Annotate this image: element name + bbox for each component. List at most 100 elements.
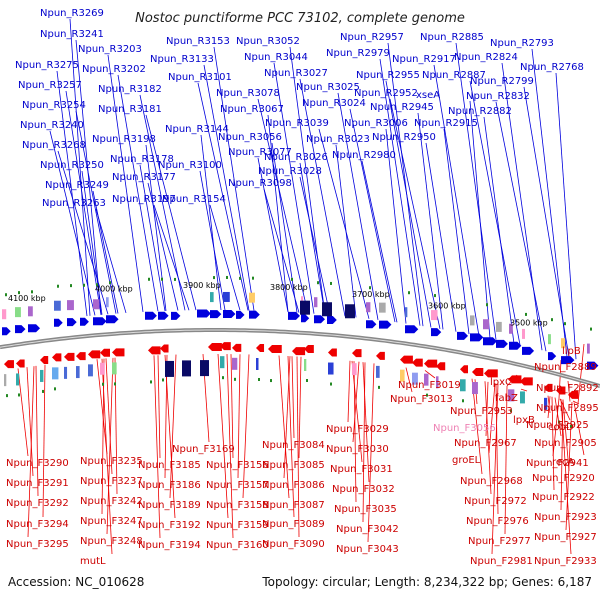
reverse-gene-label: Npun_F2977 [468,536,531,547]
reverse-feature-block [200,360,209,377]
reverse-connector [353,361,357,503]
forward-gene-label: Npun_R3101 [168,72,232,83]
reverse-gene-label: Npun_F3247 [80,516,143,527]
forward-gene-label: Npun_R3100 [158,160,222,171]
reverse-connector [471,378,483,475]
forward-gene-annotation [366,302,371,313]
reverse-gene-annotation [400,369,405,382]
forward-connector [299,78,346,317]
reverse-gene-label: Npun_F3087 [262,500,325,511]
reverse-gene-marker [222,376,224,380]
reverse-connector [242,354,250,499]
forward-gene-annotation [67,300,74,311]
reverse-gene-arrow [76,352,86,361]
reverse-gene-label: Npun_F2892 [536,383,599,394]
reverse-gene-label: Npun_F3235 [80,456,143,467]
forward-gene-label: Npun_R2955 [356,70,420,81]
reverse-gene-annotation [544,397,548,410]
forward-gene-label: Npun_R2980 [332,150,396,161]
forward-gene-arrow [288,311,300,320]
forward-connector [75,39,102,315]
forward-gene-marker [109,281,111,285]
forward-gene-label: Npun_R3144 [165,124,229,135]
forward-connector [81,170,103,315]
forward-gene-arrow [223,309,236,318]
forward-gene-arrow [236,310,245,319]
forward-gene-label: Npun_R3241 [40,29,104,40]
reverse-gene-label: Npun_F2889 [534,362,597,373]
reverse-gene-label: Npun_F2933 [534,556,597,567]
forward-connector [455,42,497,340]
forward-gene-annotation [561,338,565,349]
reverse-gene-label: groEL [452,455,481,466]
reverse-connector [559,398,571,421]
kbp-label: 3800 kbp [270,283,308,292]
forward-gene-annotation [223,291,230,302]
reverse-connector [26,367,34,477]
reverse-gene-label: Npun_F3160 [206,540,269,551]
reverse-gene-marker [42,389,44,393]
reverse-connector [485,381,489,437]
forward-connector [145,144,167,311]
reverse-gene-label: recA [552,457,575,468]
forward-connector [273,62,315,314]
forward-connector [361,160,398,323]
kbp-label: 3500 kbp [510,318,548,327]
forward-gene-marker [57,284,59,288]
reverse-gene-label: Npun_F3295 [6,539,69,550]
reverse-gene-annotation [16,373,20,386]
forward-connector [299,162,326,315]
forward-gene-label: Npun_R2768 [520,62,584,73]
reverse-gene-annotation [352,363,357,376]
forward-gene-label: Npun_R3023 [306,134,370,145]
forward-gene-label: Npun_R3098 [228,178,292,189]
forward-gene-annotation [93,299,100,310]
reverse-gene-arrow [424,359,438,368]
forward-gene-label: Npun_R2885 [420,32,484,43]
forward-gene-arrow [483,337,497,346]
reverse-connector [164,354,176,519]
forward-gene-label: Npun_R2915 [414,118,478,129]
forward-gene-label: Npun_R3028 [258,166,322,177]
reverse-gene-label: Npun_F3157 [206,480,269,491]
reverse-gene-label: Npun_F3090 [262,539,325,550]
forward-gene-marker [213,276,215,280]
forward-connector [107,54,144,312]
reverse-gene-marker [150,380,152,384]
connector-lines [17,18,585,555]
forward-connector [139,164,166,311]
forward-connector [257,98,309,314]
forward-connector [49,130,96,316]
forward-gene-label: Npun_R2887 [422,70,486,81]
forward-gene-annotation [496,321,502,332]
forward-gene-arrow [431,328,442,337]
reverse-connector [551,396,555,491]
reverse-gene-label: Npun_F3292 [6,498,69,509]
reverse-connector [27,366,35,538]
reverse-gene-label: Npun_F3019 [398,380,461,391]
forward-gene-arrow [80,317,89,326]
forward-connector [501,62,543,351]
forward-gene-annotation [522,328,526,339]
reverse-gene-label: Npun_F3242 [80,496,143,507]
reverse-gene-annotation [460,379,466,392]
forward-connector [469,100,491,339]
reverse-connector [362,362,370,483]
reverse-gene-label: Npun_F3086 [262,480,325,491]
reverse-gene-arrow [568,390,579,399]
reverse-gene-label: Npun_F3169 [172,444,235,455]
reverse-gene-label: Npun_F2923 [534,512,597,523]
reverse-gene-label: Npun_F3186 [138,480,201,491]
forward-connector [417,112,444,330]
forward-gene-label: Npun_R3182 [98,84,162,95]
reverse-connector [157,355,161,459]
forward-connector [147,182,179,311]
forward-gene-label: Npun_R2832 [466,91,530,102]
forward-gene-arrow [327,315,337,324]
reverse-gene-marker [162,378,164,382]
forward-gene-annotation [379,302,386,313]
reverse-gene-marker [306,378,308,382]
reverse-gene-label: Npun_F3194 [138,540,201,551]
reverse-gene-annotation [64,366,68,379]
reverse-gene-arrow [400,355,413,364]
